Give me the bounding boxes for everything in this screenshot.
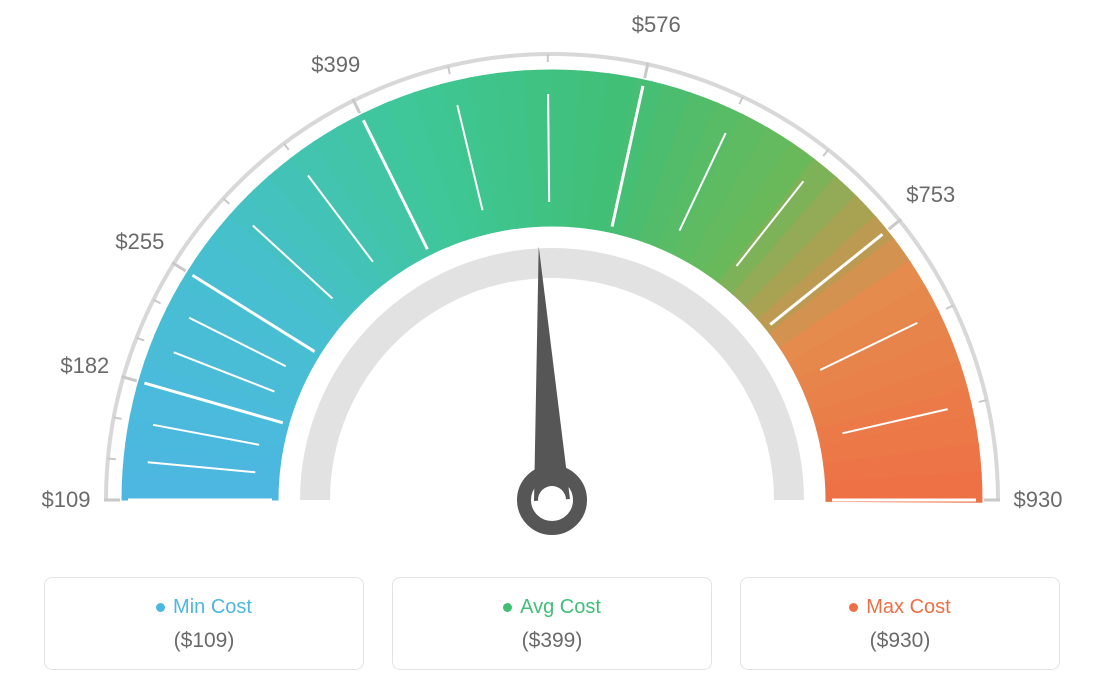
gauge-tick-label: $399 [311, 52, 360, 78]
gauge-container: $109 $182 $255 $399 $576 $753 $930 [0, 0, 1104, 560]
legend-card-min: Min Cost ($109) [44, 577, 364, 670]
gauge-tick-label: $182 [60, 353, 109, 379]
legend-title-max: Max Cost [849, 596, 950, 619]
legend-title-text-max: Max Cost [866, 596, 950, 619]
legend-value-max: ($930) [751, 629, 1049, 653]
legend-title-avg: Avg Cost [503, 596, 601, 619]
gauge-tick-label: $109 [42, 487, 91, 513]
legend-title-text-avg: Avg Cost [520, 596, 601, 619]
legend-dot-max [849, 603, 858, 612]
legend-dot-avg [503, 603, 512, 612]
gauge-needle [524, 246, 580, 528]
gauge-tick-label: $930 [1014, 487, 1063, 513]
legend-dot-min [156, 603, 165, 612]
legend-value-min: ($109) [55, 629, 353, 653]
legend-title-text-min: Min Cost [173, 596, 252, 619]
gauge-tick-label: $255 [115, 229, 164, 255]
legend-title-min: Min Cost [156, 596, 252, 619]
legend-card-max: Max Cost ($930) [740, 577, 1060, 670]
legend-card-avg: Avg Cost ($399) [392, 577, 712, 670]
gauge-tick-label: $576 [632, 12, 681, 38]
gauge-svg [0, 0, 1104, 560]
gauge-tick-label: $753 [906, 182, 955, 208]
legend-value-avg: ($399) [403, 629, 701, 653]
legend-row: Min Cost ($109) Avg Cost ($399) Max Cost… [0, 577, 1104, 670]
